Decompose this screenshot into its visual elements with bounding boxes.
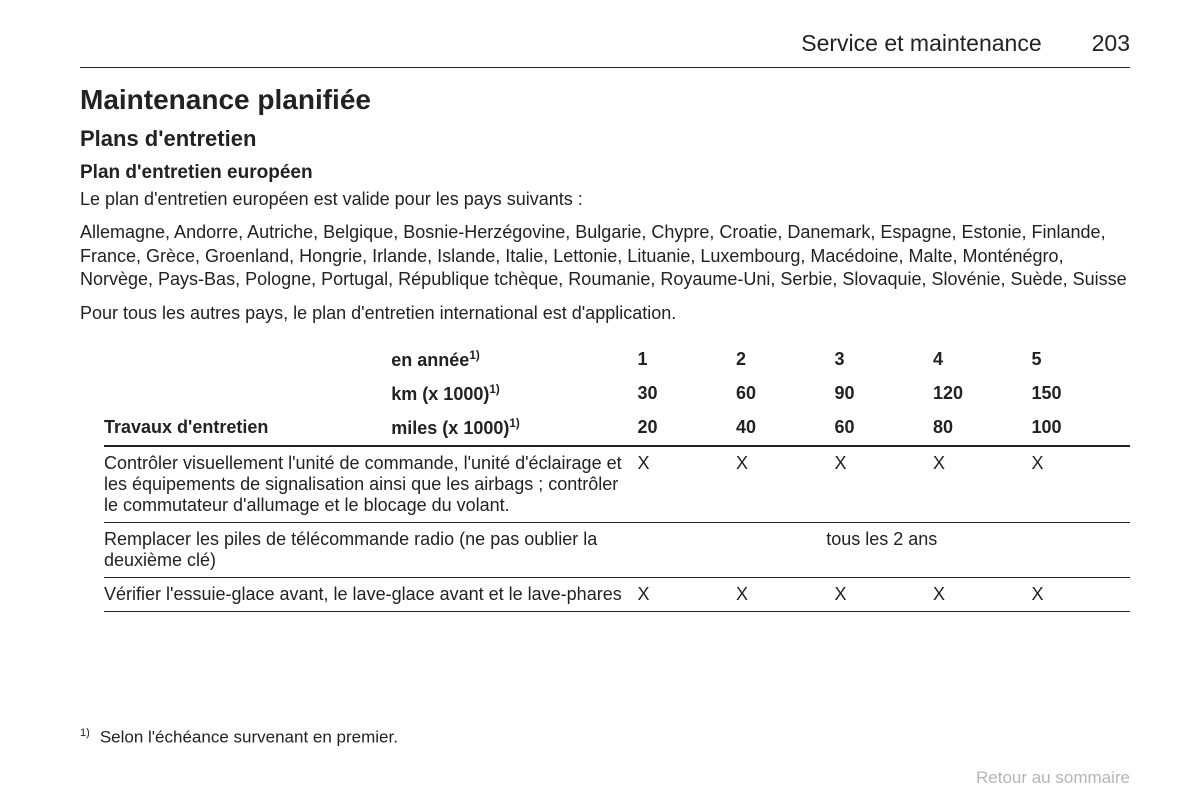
header-label-miles: miles (x 1000)1) bbox=[391, 411, 637, 446]
intro-paragraph-1: Le plan d'entretien européen est valide … bbox=[80, 188, 1130, 211]
section-subtitle: Plans d'entretien bbox=[80, 126, 1130, 152]
table-header-row-miles: Travaux d'entretien miles (x 1000)1) 20 … bbox=[104, 411, 1130, 446]
table-row: Vérifier l'essuie-glace avant, le lave-g… bbox=[104, 577, 1130, 611]
km-4: 120 bbox=[933, 377, 1031, 411]
header-label-km-text: km (x 1000) bbox=[391, 384, 489, 404]
footnote-text: Selon l'échéance survenant en premier. bbox=[100, 728, 398, 747]
header-section-title: Service et maintenance bbox=[801, 30, 1041, 57]
header-label-km: km (x 1000)1) bbox=[391, 377, 637, 411]
footnote: 1) Selon l'échéance survenant en premier. bbox=[80, 727, 398, 748]
row-cell: X bbox=[835, 446, 933, 523]
footnote-sup: 1) bbox=[80, 727, 90, 739]
page-title: Maintenance planifiée bbox=[80, 84, 1130, 116]
miles-4: 80 bbox=[933, 411, 1031, 446]
row-label: Contrôler visuellement l'unité de comman… bbox=[104, 446, 638, 523]
header-label-year: en année1) bbox=[391, 343, 637, 377]
page: Service et maintenance 203 Maintenance p… bbox=[0, 0, 1200, 802]
row-cell: X bbox=[933, 577, 1031, 611]
return-to-toc-link[interactable]: Retour au sommaire bbox=[976, 768, 1130, 788]
km-3: 90 bbox=[835, 377, 933, 411]
miles-3: 60 bbox=[835, 411, 933, 446]
year-1: 1 bbox=[638, 343, 736, 377]
empty-cell bbox=[104, 343, 391, 377]
maintenance-table: en année1) 1 2 3 4 5 km (x 1000)1) 30 60… bbox=[104, 343, 1130, 612]
table-header-row-km: km (x 1000)1) 30 60 90 120 150 bbox=[104, 377, 1130, 411]
miles-1: 20 bbox=[638, 411, 736, 446]
row-cell: X bbox=[1031, 446, 1130, 523]
header-sup: 1) bbox=[469, 349, 479, 362]
plan-title: Plan d'entretien européen bbox=[80, 162, 1130, 184]
intro-paragraph-3: Pour tous les autres pays, le plan d'ent… bbox=[80, 302, 1130, 325]
row-cell: X bbox=[638, 446, 736, 523]
table-head: en année1) 1 2 3 4 5 km (x 1000)1) 30 60… bbox=[104, 343, 1130, 446]
row-label: Vérifier l'essuie-glace avant, le lave-g… bbox=[104, 577, 638, 611]
row-cell: X bbox=[933, 446, 1031, 523]
header-page-number: 203 bbox=[1092, 30, 1130, 57]
km-5: 150 bbox=[1031, 377, 1130, 411]
row-cell: X bbox=[736, 446, 834, 523]
row-cell: X bbox=[835, 577, 933, 611]
header-sup: 1) bbox=[489, 383, 499, 396]
year-2: 2 bbox=[736, 343, 834, 377]
km-2: 60 bbox=[736, 377, 834, 411]
miles-2: 40 bbox=[736, 411, 834, 446]
page-header: Service et maintenance 203 bbox=[80, 30, 1130, 68]
miles-5: 100 bbox=[1031, 411, 1130, 446]
intro-paragraph-2: Allemagne, Andorre, Autriche, Belgique, … bbox=[80, 221, 1130, 291]
year-4: 4 bbox=[933, 343, 1031, 377]
row-label: Remplacer les piles de télécommande radi… bbox=[104, 522, 638, 577]
header-sup: 1) bbox=[509, 417, 519, 430]
km-1: 30 bbox=[638, 377, 736, 411]
table-row: Remplacer les piles de télécommande radi… bbox=[104, 522, 1130, 577]
table-row: Contrôler visuellement l'unité de comman… bbox=[104, 446, 1130, 523]
row-cell: X bbox=[1031, 577, 1130, 611]
year-5: 5 bbox=[1031, 343, 1130, 377]
header-label-miles-text: miles (x 1000) bbox=[391, 418, 509, 438]
empty-cell bbox=[104, 377, 391, 411]
year-3: 3 bbox=[835, 343, 933, 377]
header-left-bottom: Travaux d'entretien bbox=[104, 411, 391, 446]
row-cell: X bbox=[736, 577, 834, 611]
table-header-row-year: en année1) 1 2 3 4 5 bbox=[104, 343, 1130, 377]
maintenance-table-wrapper: en année1) 1 2 3 4 5 km (x 1000)1) 30 60… bbox=[80, 343, 1130, 612]
header-label-year-text: en année bbox=[391, 350, 469, 370]
row-span-note: tous les 2 ans bbox=[638, 522, 1130, 577]
table-body: Contrôler visuellement l'unité de comman… bbox=[104, 446, 1130, 612]
row-cell: X bbox=[638, 577, 736, 611]
